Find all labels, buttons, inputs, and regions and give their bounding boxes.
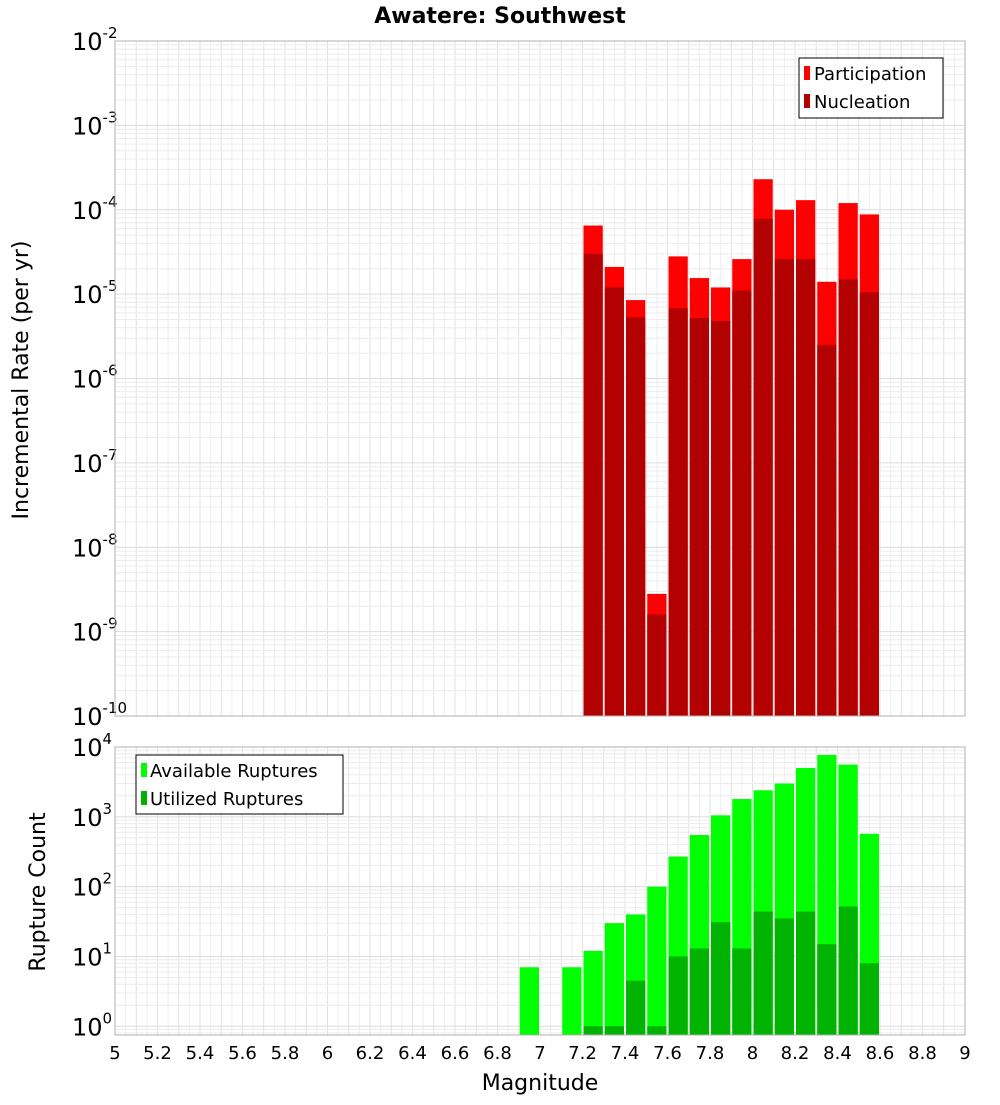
x-tick-label: 5.6 — [228, 1043, 257, 1064]
bottom-bar-utilized-ruptures — [626, 980, 646, 1035]
top-bar-nucleation — [817, 344, 837, 716]
chart-title: Awatere: Southwest — [374, 4, 626, 29]
bottom-bar-available-ruptures — [562, 967, 582, 1035]
y-tick-label: 10-9 — [72, 615, 118, 647]
y-tick-label: 101 — [72, 939, 112, 971]
y-tick-label: 10-10 — [72, 699, 127, 731]
top-panel: 10-10 10-9 10-8 10-7 10-6 10-5 10-4 10-3 10-2 In… — [9, 24, 966, 731]
legend-label-available: Available Ruptures — [150, 761, 318, 782]
x-tick-label: 6 — [322, 1043, 333, 1064]
x-tick-label: 7 — [534, 1043, 545, 1064]
x-axis-title: Magnitude — [482, 1071, 599, 1096]
x-tick-label: 9 — [959, 1043, 970, 1064]
x-tick-label: 8.8 — [908, 1043, 937, 1064]
y-tick-label: 100 — [72, 1009, 112, 1041]
bottom-legend: Available Ruptures Utilized Ruptures — [135, 754, 344, 815]
bottom-bar-available-ruptures — [583, 950, 603, 1035]
x-tick-label: 7.2 — [568, 1043, 597, 1064]
bottom-bar-utilized-ruptures — [859, 963, 879, 1035]
bottom-bar-utilized-ruptures — [838, 906, 858, 1035]
top-bar-nucleation — [753, 218, 773, 716]
top-bar-nucleation — [626, 317, 646, 716]
top-bars — [583, 179, 879, 717]
y-tick-label: 10-3 — [72, 108, 118, 140]
x-tick-label: 7.4 — [611, 1043, 640, 1064]
legend-swatch-nucleation — [804, 94, 810, 108]
bottom-bar-utilized-ruptures — [583, 1026, 603, 1035]
y-tick-label: 10-2 — [72, 24, 118, 56]
x-tick-label: 5.8 — [271, 1043, 300, 1064]
bottom-bar-utilized-ruptures — [689, 948, 709, 1035]
top-bar-nucleation — [796, 259, 816, 716]
x-tick-label: 8.4 — [823, 1043, 852, 1064]
top-legend-box — [798, 57, 944, 119]
legend-label-participation: Participation — [814, 64, 926, 85]
top-y-ticks: 10-10 10-9 10-8 10-7 10-6 10-5 10-4 10-3 10-2 — [72, 24, 127, 731]
x-tick-label: 8 — [747, 1043, 758, 1064]
x-tick-label: 5.4 — [186, 1043, 215, 1064]
top-y-axis-title: Incremental Rate (per yr) — [9, 241, 34, 520]
x-tick-label: 5 — [109, 1043, 120, 1064]
bottom-bar-available-ruptures — [519, 967, 539, 1035]
legend-swatch-available — [141, 763, 147, 777]
bottom-bar-utilized-ruptures — [668, 956, 688, 1035]
bottom-bar-utilized-ruptures — [753, 911, 773, 1035]
y-tick-label: 10-7 — [72, 446, 118, 478]
x-tick-label: 5.2 — [143, 1043, 172, 1064]
top-bar-nucleation — [668, 308, 688, 716]
y-tick-label: 10-4 — [72, 193, 118, 225]
legend-label-utilized: Utilized Ruptures — [150, 789, 303, 810]
bottom-bar-available-ruptures — [604, 923, 624, 1035]
bottom-bar-utilized-ruptures — [817, 944, 837, 1035]
y-tick-label: 102 — [72, 870, 112, 902]
bottom-y-axis-title: Rupture Count — [26, 812, 51, 972]
bottom-bar-utilized-ruptures — [604, 1026, 624, 1035]
bottom-bar-utilized-ruptures — [732, 948, 752, 1035]
y-tick-label: 10-6 — [72, 362, 118, 394]
bottom-legend-box — [135, 754, 344, 815]
bottom-bar-utilized-ruptures — [796, 911, 816, 1035]
top-bar-nucleation — [859, 292, 879, 716]
bottom-x-ticks: 5 5.2 5.4 5.6 5.8 6 6.2 6.4 6.6 6.8 7 7.2 7.4 7.6 7.8 8… — [109, 1043, 970, 1064]
legend-label-nucleation: Nucleation — [814, 92, 910, 113]
legend-swatch-participation — [804, 66, 810, 80]
legend-swatch-utilized — [141, 791, 147, 805]
top-bar-nucleation — [604, 287, 624, 716]
top-bar-nucleation — [711, 321, 731, 716]
bottom-bar-utilized-ruptures — [711, 922, 731, 1035]
x-tick-label: 7.6 — [653, 1043, 682, 1064]
y-tick-label: 103 — [72, 800, 112, 832]
x-tick-label: 6.6 — [441, 1043, 470, 1064]
bottom-y-ticks: 100 101 102 103 104 — [72, 730, 112, 1041]
top-legend: Participation Nucleation — [798, 57, 944, 119]
y-tick-label: 10-8 — [72, 530, 118, 562]
top-plot-border — [114, 40, 966, 717]
bottom-panel: 100 101 102 103 104 5 5.2 5.4 5.6 5.8 6 6.2 6.4 6.6 6… — [26, 730, 971, 1096]
x-tick-label: 7.8 — [696, 1043, 725, 1064]
bottom-bar-utilized-ruptures — [647, 1026, 667, 1035]
top-bar-nucleation — [689, 318, 709, 716]
bottom-bar-utilized-ruptures — [774, 918, 794, 1035]
x-tick-label: 6.4 — [398, 1043, 427, 1064]
top-grid — [114, 41, 966, 717]
x-tick-label: 6.8 — [483, 1043, 512, 1064]
y-tick-label: 104 — [72, 730, 112, 762]
y-tick-label: 10-5 — [72, 277, 118, 309]
bottom-bars — [519, 754, 879, 1035]
bottom-bar-available-ruptures — [647, 886, 667, 1035]
top-bar-nucleation — [647, 614, 667, 716]
bottom-plot-border — [114, 746, 966, 1036]
x-tick-label: 8.2 — [781, 1043, 810, 1064]
top-bar-nucleation — [583, 253, 603, 716]
top-bar-nucleation — [774, 259, 794, 716]
x-tick-label: 6.2 — [356, 1043, 385, 1064]
top-bar-nucleation — [838, 279, 858, 716]
x-tick-label: 8.6 — [866, 1043, 895, 1064]
top-bar-nucleation — [732, 290, 752, 716]
